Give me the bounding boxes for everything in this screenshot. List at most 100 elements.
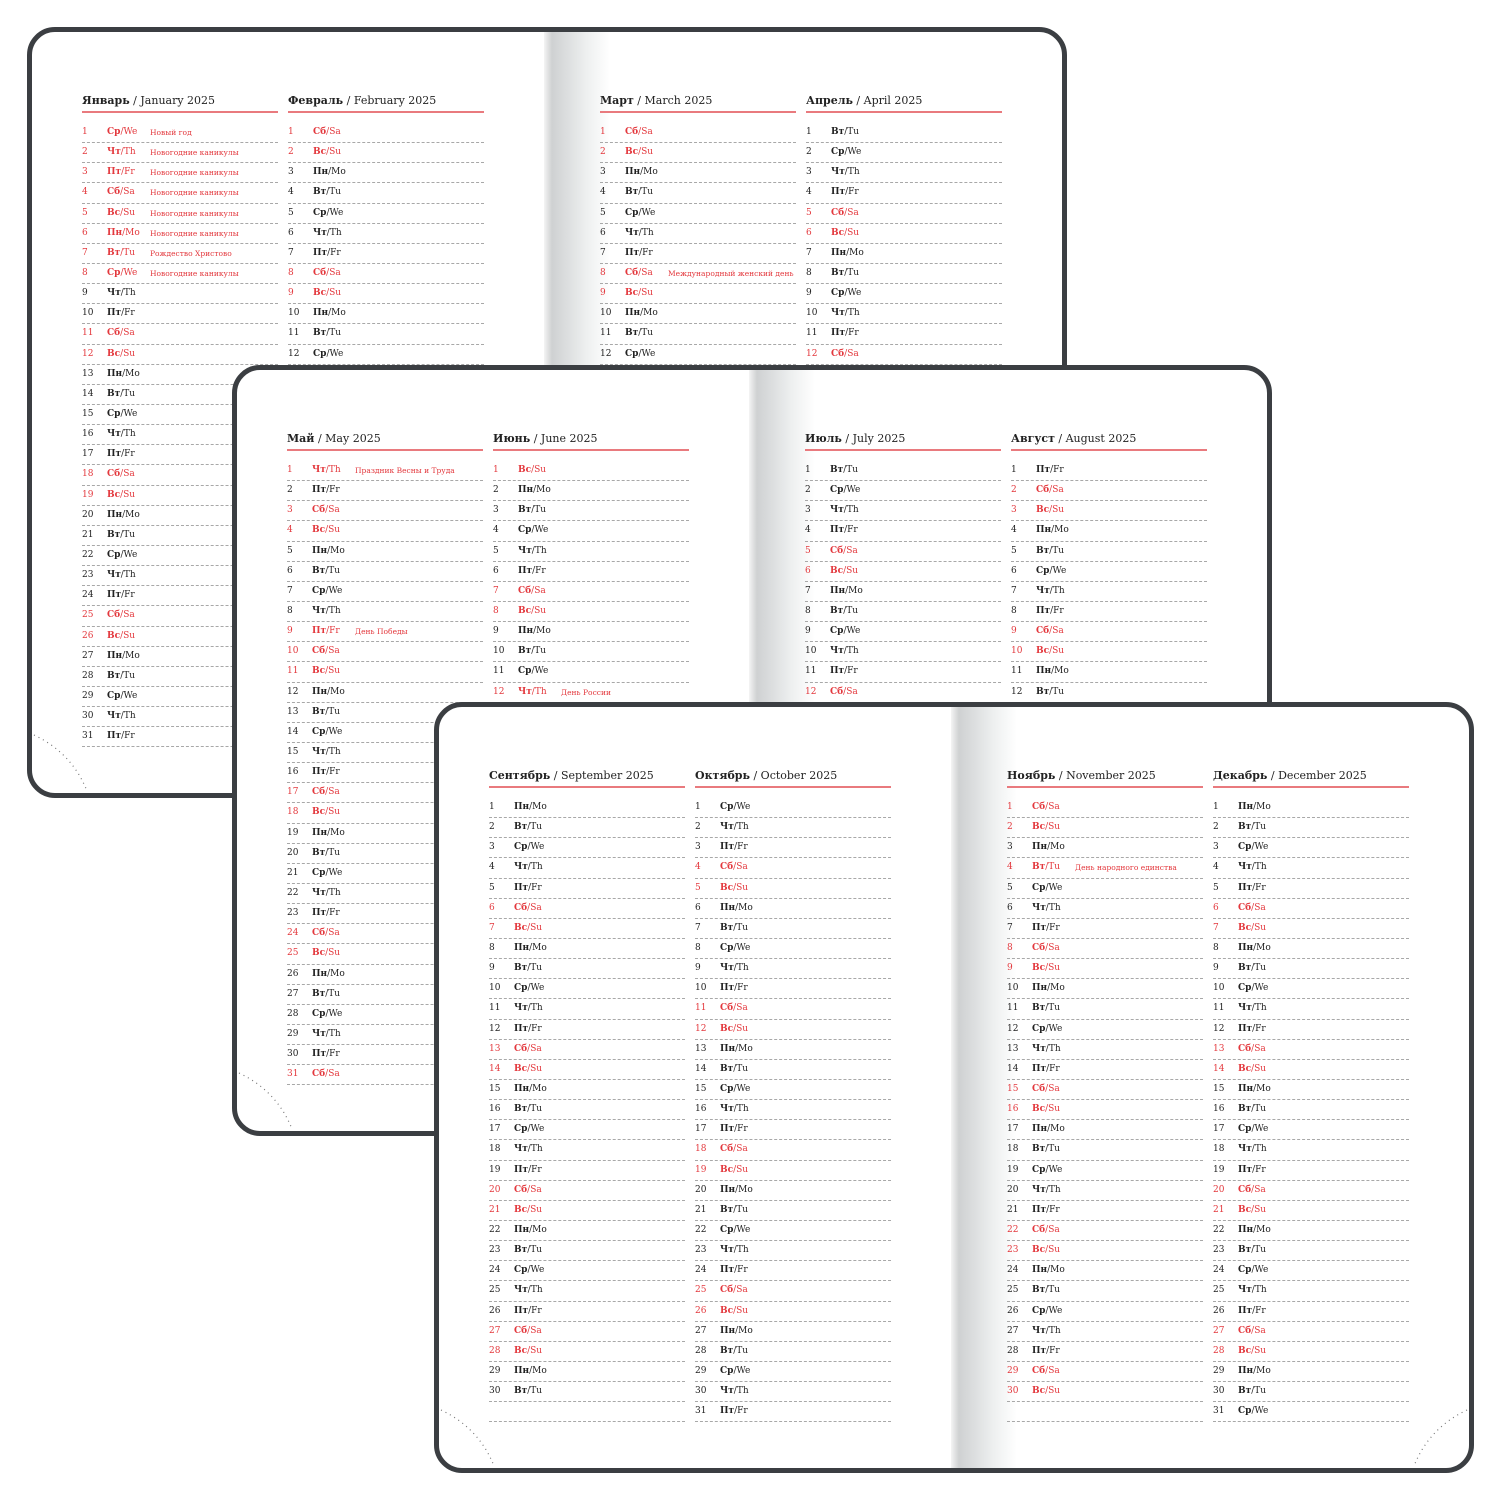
weekday: Вс/Su	[518, 605, 547, 616]
day-number: 9	[1213, 963, 1219, 974]
day-number: 12	[805, 686, 817, 697]
day-number: 14	[1213, 1063, 1225, 1074]
weekday-ru: Сб	[720, 1285, 734, 1296]
weekday: Ср/We	[1238, 1406, 1269, 1417]
day-row: 3 Ср/We	[1213, 838, 1409, 859]
weekday: Вс/Su	[1036, 505, 1065, 516]
weekday-en: Sa	[1048, 1224, 1060, 1235]
weekday: Ср/We	[1032, 1023, 1063, 1034]
day-row: 3 Пн/Mo	[1007, 838, 1203, 859]
day-number: 10	[805, 646, 817, 657]
weekday-ru: Вс	[312, 666, 326, 677]
day-number: 7	[600, 247, 606, 258]
weekday-en: Su	[1048, 1245, 1061, 1256]
day-row: 27 Сб/Sa	[1213, 1322, 1409, 1342]
weekday: Пт/Fr	[1032, 1063, 1060, 1074]
weekday-en: We	[123, 690, 138, 701]
day-row: 18 Сб/Sa	[695, 1140, 891, 1161]
day-number: 31	[1213, 1406, 1225, 1417]
weekday-en: Sa	[328, 928, 340, 939]
holiday-label: Рождество Христово	[150, 248, 232, 258]
day-row: 29 Чт/Th	[287, 1025, 483, 1046]
weekday: Вт/Tu	[1238, 963, 1267, 974]
weekday-ru: Пн	[312, 827, 328, 838]
weekday-ru: Пн	[720, 1043, 736, 1054]
holiday-label: День Победы	[355, 627, 408, 637]
day-row: 7 Чт/Th	[1011, 582, 1207, 602]
day-number: 23	[1213, 1245, 1225, 1256]
weekday: Вт/Tu	[518, 505, 547, 516]
weekday-ru: Ср	[1238, 1124, 1252, 1135]
day-row: 16 Вт/Tu	[1213, 1100, 1409, 1121]
day-number: 30	[1213, 1386, 1225, 1397]
weekday: Ср/We	[1032, 1164, 1063, 1175]
day-row: 3 Пн/Mo	[288, 163, 484, 184]
weekday-en: Th	[846, 646, 859, 657]
weekday-en: Fr	[848, 328, 859, 339]
weekday-en: We	[1048, 1164, 1063, 1175]
weekday-en: Fr	[329, 908, 340, 919]
weekday: Сб/Sa	[107, 328, 135, 339]
weekday-ru: Вт	[107, 247, 121, 258]
day-number: 30	[489, 1386, 501, 1397]
weekday-en: Mo	[1054, 525, 1069, 536]
weekday-en: We	[534, 525, 549, 536]
weekday-en: We	[846, 626, 861, 637]
weekday-ru: Чт	[107, 711, 121, 722]
weekday-en: We	[328, 726, 343, 737]
weekday-ru: Вс	[1238, 1063, 1252, 1074]
day-number: 1	[805, 465, 811, 475]
weekday: Пт/Fr	[312, 1049, 340, 1060]
day-row: 9 Ср/We	[806, 284, 1002, 305]
weekday-ru: Вт	[1238, 1104, 1252, 1115]
weekday: Сб/Sa	[312, 787, 340, 798]
weekday-en: Fr	[531, 1023, 542, 1034]
weekday-en: We	[530, 1265, 545, 1276]
weekday: Пт/Fr	[625, 247, 653, 258]
month-name-ru: Апрель	[806, 94, 853, 107]
weekday: Чт/Th	[831, 308, 860, 319]
weekday-en: Su	[847, 227, 860, 238]
day-number: 8	[287, 605, 293, 616]
day-row: 31 Пт/Fr	[82, 727, 278, 748]
day-number: 4	[600, 187, 606, 198]
day-number: 3	[287, 505, 293, 516]
weekday-en: We	[530, 983, 545, 994]
weekday-ru: Ср	[107, 690, 121, 701]
weekday-en: Th	[123, 429, 136, 440]
weekday-ru: Чт	[312, 887, 326, 898]
weekday: Чт/Th	[514, 1285, 543, 1296]
weekday: Пт/Fr	[518, 565, 546, 576]
day-row: 9 Пт/Fr День Победы	[287, 622, 483, 643]
day-number: 14	[489, 1063, 501, 1074]
day-row: 13 Пн/Mo	[82, 365, 278, 385]
day-row: 4 Пн/Mo	[1011, 521, 1207, 542]
weekday-ru: Вс	[107, 630, 121, 641]
holiday-label: Новогодние каникулы	[150, 188, 239, 198]
day-row: 9 Вт/Tu	[489, 959, 685, 980]
weekday-ru: Пн	[514, 942, 530, 953]
weekday-ru: Пн	[1032, 842, 1048, 853]
weekday-ru: Сб	[313, 267, 327, 278]
day-number: 15	[1007, 1083, 1019, 1094]
day-number: 22	[1213, 1224, 1225, 1235]
day-row: 22 Пн/Mo	[489, 1221, 685, 1242]
weekday-ru: Ср	[625, 207, 639, 218]
day-row: 21 Вт/Tu	[82, 526, 278, 546]
weekday-ru: Вт	[1238, 1386, 1252, 1397]
day-number: 2	[489, 822, 495, 833]
weekday-ru: Сб	[107, 328, 121, 339]
weekday: Чт/Th	[831, 167, 860, 178]
day-row: 17 Сб/Sa	[287, 783, 483, 804]
day-row: 2 Вс/Su	[600, 143, 796, 164]
day-row: 16 Вс/Su	[1007, 1100, 1203, 1121]
day-row: 28 Вт/Tu	[695, 1342, 891, 1362]
day-number: 13	[82, 368, 94, 379]
day-row: 8 Вс/Su	[493, 602, 689, 623]
day-number: 4	[805, 525, 811, 536]
weekday-ru: Пт	[514, 882, 529, 893]
holiday-label: Новый год	[150, 128, 192, 137]
day-row: 22 Чт/Th	[287, 884, 483, 905]
day-number: 16	[287, 767, 299, 778]
weekday-en: We	[736, 1224, 751, 1235]
